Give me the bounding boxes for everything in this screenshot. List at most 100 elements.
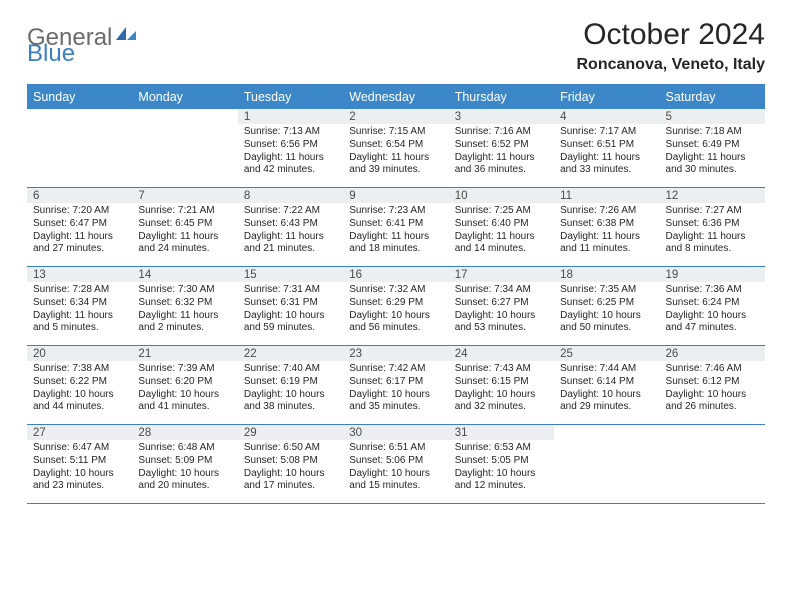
sunrise-line: Sunrise: 7:46 AM — [666, 363, 742, 374]
day-body: Sunrise: 7:43 AM Sunset: 6:15 PM Daylight:… — [449, 361, 554, 418]
daylight-line: Daylight: 10 hours and 20 minutes. — [138, 468, 219, 492]
day-cell: 21Sunrise: 7:39 AMSunset: 6:20 PMDayligh… — [132, 346, 237, 424]
dayhead-sat: Saturday — [660, 85, 765, 109]
sunrise-line: Sunrise: 6:48 AM — [138, 442, 214, 453]
day-cell: 27Sunrise: 6:47 AMSunset: 5:11 PMDayligh… — [27, 425, 132, 503]
sunset-line: Sunset: 6:52 PM — [455, 139, 529, 150]
day-body: Sunrise: 7:46 AMSunset: 6:12 PMDaylight:… — [660, 361, 765, 418]
day-cell — [132, 109, 237, 187]
daylight-line: Daylight: 10 hours and 26 minutes. — [666, 389, 747, 413]
daylight-line: Daylight: 10 hours and 56 minutes. — [349, 310, 430, 334]
month-title: October 2024 — [577, 18, 766, 52]
day-body: Sunrise: 6:53 AMSunset: 5:05 PMDaylight:… — [449, 440, 554, 497]
day-number: 11 — [554, 188, 659, 203]
sunrise-line: Sunrise: 7:40 AM — [244, 363, 320, 374]
sunrise-line: Sunrise: 7:26 AM — [560, 205, 636, 216]
sunset-line: Sunset: 5:05 PM — [455, 455, 529, 466]
sunset-line: Sunset: 6:34 PM — [33, 297, 107, 308]
day-body: Sunrise: 6:50 AMSunset: 5:08 PMDaylight:… — [238, 440, 343, 497]
dayhead-tue: Tuesday — [238, 85, 343, 109]
dayhead-thu: Thursday — [449, 85, 554, 109]
sunrise-line: Sunrise: 7:21 AM — [138, 205, 214, 216]
day-cell: 17Sunrise: 7:34 AMSunset: 6:27 PMDayligh… — [449, 267, 554, 345]
day-body: Sunrise: 7:17 AMSunset: 6:51 PMDaylight:… — [554, 124, 659, 181]
day-number: 9 — [343, 188, 448, 203]
day-number: 12 — [660, 188, 765, 203]
day-number: 7 — [132, 188, 237, 203]
day-body: Sunrise: 7:30 AMSunset: 6:32 PMDaylight:… — [132, 282, 237, 339]
day-cell: 16Sunrise: 7:32 AMSunset: 6:29 PMDayligh… — [343, 267, 448, 345]
sunset-line: Sunset: 6:15 PM — [455, 376, 529, 387]
day-cell: 29Sunrise: 6:50 AMSunset: 5:08 PMDayligh… — [238, 425, 343, 503]
day-number: 20 — [27, 346, 132, 361]
dayhead-fri: Friday — [554, 85, 659, 109]
daylight-line: Daylight: 10 hours and 44 minutes. — [33, 389, 114, 413]
sunset-line: Sunset: 6:32 PM — [138, 297, 212, 308]
day-number: 28 — [132, 425, 237, 440]
sunset-line: Sunset: 6:20 PM — [138, 376, 212, 387]
week-row: 27Sunrise: 6:47 AMSunset: 5:11 PMDayligh… — [27, 425, 765, 504]
day-cell: 28Sunrise: 6:48 AMSunset: 5:09 PMDayligh… — [132, 425, 237, 503]
week-row: 6Sunrise: 7:20 AMSunset: 6:47 PMDaylight… — [27, 188, 765, 267]
logo-sail-icon — [116, 26, 138, 47]
day-cell: 26Sunrise: 7:46 AMSunset: 6:12 PMDayligh… — [660, 346, 765, 424]
sunrise-line: Sunrise: 7:25 AM — [455, 205, 531, 216]
week-row: 13Sunrise: 7:28 AMSunset: 6:34 PMDayligh… — [27, 267, 765, 346]
sunset-line: Sunset: 5:06 PM — [349, 455, 423, 466]
day-number: 29 — [238, 425, 343, 440]
weeks-container: 1Sunrise: 7:13 AMSunset: 6:56 PMDaylight… — [27, 109, 765, 504]
day-number: 24 — [449, 346, 554, 361]
day-body: Sunrise: 7:23 AMSunset: 6:41 PMDaylight:… — [343, 203, 448, 260]
daylight-line: Daylight: 11 hours and 36 minutes. — [455, 152, 535, 176]
sunrise-line: Sunrise: 7:43 AM — [455, 363, 531, 374]
day-number: 16 — [343, 267, 448, 282]
sunset-line: Sunset: 6:49 PM — [666, 139, 740, 150]
day-cell: 15Sunrise: 7:31 AMSunset: 6:31 PMDayligh… — [238, 267, 343, 345]
day-cell: 31Sunrise: 6:53 AMSunset: 5:05 PMDayligh… — [449, 425, 554, 503]
day-body: Sunrise: 6:48 AMSunset: 5:09 PMDaylight:… — [132, 440, 237, 497]
day-cell: 5Sunrise: 7:18 AMSunset: 6:49 PMDaylight… — [660, 109, 765, 187]
sunrise-line: Sunrise: 7:18 AM — [666, 126, 742, 137]
day-body: Sunrise: 7:35 AMSunset: 6:25 PMDaylight:… — [554, 282, 659, 339]
day-number: 27 — [27, 425, 132, 440]
dayhead-wed: Wednesday — [343, 85, 448, 109]
day-cell: 9Sunrise: 7:23 AMSunset: 6:41 PMDaylight… — [343, 188, 448, 266]
day-number: 31 — [449, 425, 554, 440]
day-cell: 10Sunrise: 7:25 AMSunset: 6:40 PMDayligh… — [449, 188, 554, 266]
day-cell: 3Sunrise: 7:16 AMSunset: 6:52 PMDaylight… — [449, 109, 554, 187]
daylight-line: Daylight: 10 hours and 38 minutes. — [244, 389, 325, 413]
daylight-line: Daylight: 11 hours and 14 minutes. — [455, 231, 535, 255]
sunset-line: Sunset: 6:54 PM — [349, 139, 423, 150]
sunset-line: Sunset: 6:19 PM — [244, 376, 318, 387]
sunset-line: Sunset: 6:51 PM — [560, 139, 634, 150]
sunset-line: Sunset: 6:29 PM — [349, 297, 423, 308]
day-cell: 25Sunrise: 7:44 AMSunset: 6:14 PMDayligh… — [554, 346, 659, 424]
daylight-line: Daylight: 11 hours and 5 minutes. — [33, 310, 113, 334]
day-cell — [554, 425, 659, 503]
day-body: Sunrise: 7:13 AMSunset: 6:56 PMDaylight:… — [238, 124, 343, 181]
logo-blue-wrap: Blue — [27, 40, 75, 68]
sunrise-line: Sunrise: 7:38 AM — [33, 363, 109, 374]
logo-text-blue: Blue — [27, 40, 75, 67]
day-body: Sunrise: 7:25 AMSunset: 6:40 PMDaylight:… — [449, 203, 554, 260]
daylight-line: Daylight: 10 hours and 32 minutes. — [455, 389, 536, 413]
sunrise-line: Sunrise: 7:36 AM — [666, 284, 742, 295]
day-number: 4 — [554, 109, 659, 124]
day-body: Sunrise: 7:34 AMSunset: 6:27 PMDaylight:… — [449, 282, 554, 339]
day-body: Sunrise: 7:20 AMSunset: 6:47 PMDaylight:… — [27, 203, 132, 260]
sunset-line: Sunset: 6:41 PM — [349, 218, 423, 229]
day-number: 14 — [132, 267, 237, 282]
day-number: 15 — [238, 267, 343, 282]
sunrise-line: Sunrise: 6:51 AM — [349, 442, 425, 453]
day-cell: 4Sunrise: 7:17 AMSunset: 6:51 PMDaylight… — [554, 109, 659, 187]
sunrise-line: Sunrise: 7:23 AM — [349, 205, 425, 216]
day-body: Sunrise: 7:32 AMSunset: 6:29 PMDaylight:… — [343, 282, 448, 339]
sunset-line: Sunset: 6:27 PM — [455, 297, 529, 308]
sunset-line: Sunset: 6:22 PM — [33, 376, 107, 387]
day-body: Sunrise: 7:16 AMSunset: 6:52 PMDaylight:… — [449, 124, 554, 181]
day-number: 23 — [343, 346, 448, 361]
day-cell: 2Sunrise: 7:15 AMSunset: 6:54 PMDaylight… — [343, 109, 448, 187]
day-cell: 11Sunrise: 7:26 AMSunset: 6:38 PMDayligh… — [554, 188, 659, 266]
sunset-line: Sunset: 6:25 PM — [560, 297, 634, 308]
sunset-line: Sunset: 6:43 PM — [244, 218, 318, 229]
